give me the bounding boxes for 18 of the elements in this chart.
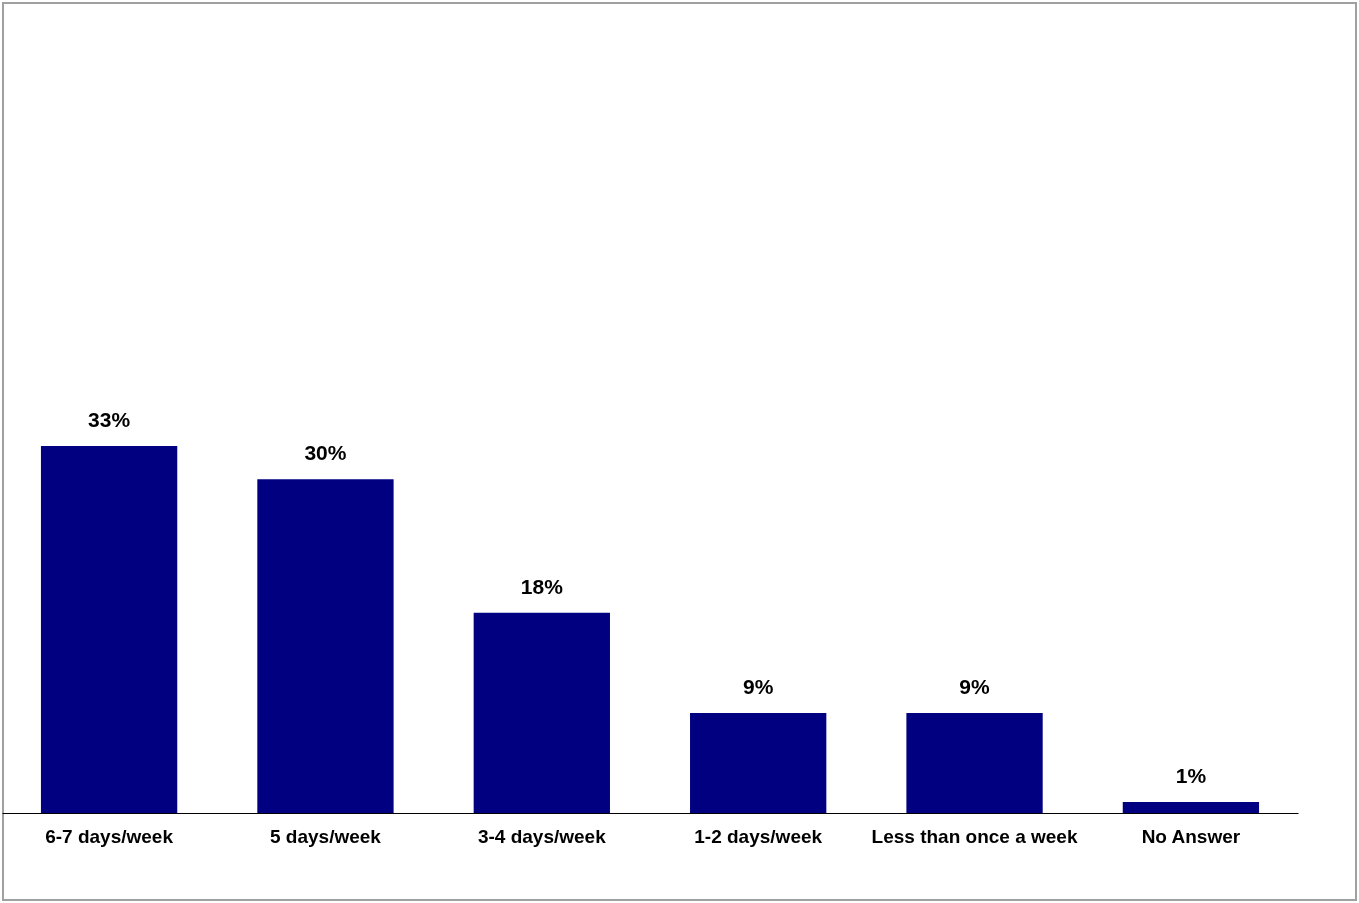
bar: [1122, 801, 1260, 813]
x-tick-label: 6-7 days/week: [45, 825, 174, 847]
data-label: 9%: [959, 674, 991, 698]
data-label: 1%: [1175, 763, 1207, 787]
data-label: 30%: [304, 441, 347, 465]
x-tick-label: 1-2 days/week: [694, 825, 823, 847]
bar: [257, 479, 394, 813]
data-label: 33%: [88, 408, 131, 431]
bar: [906, 712, 1043, 813]
data-label: 18%: [520, 574, 564, 598]
bar: [690, 712, 827, 813]
x-tick-label: 5 days/week: [270, 825, 382, 847]
x-tick-label: Less than once a week: [871, 825, 1078, 847]
bar: [473, 612, 610, 813]
bar: [40, 446, 178, 813]
data-label: 9%: [743, 674, 774, 698]
x-tick-label: No Answer: [1141, 825, 1241, 847]
x-tick-label: 3-4 days/week: [477, 825, 607, 847]
